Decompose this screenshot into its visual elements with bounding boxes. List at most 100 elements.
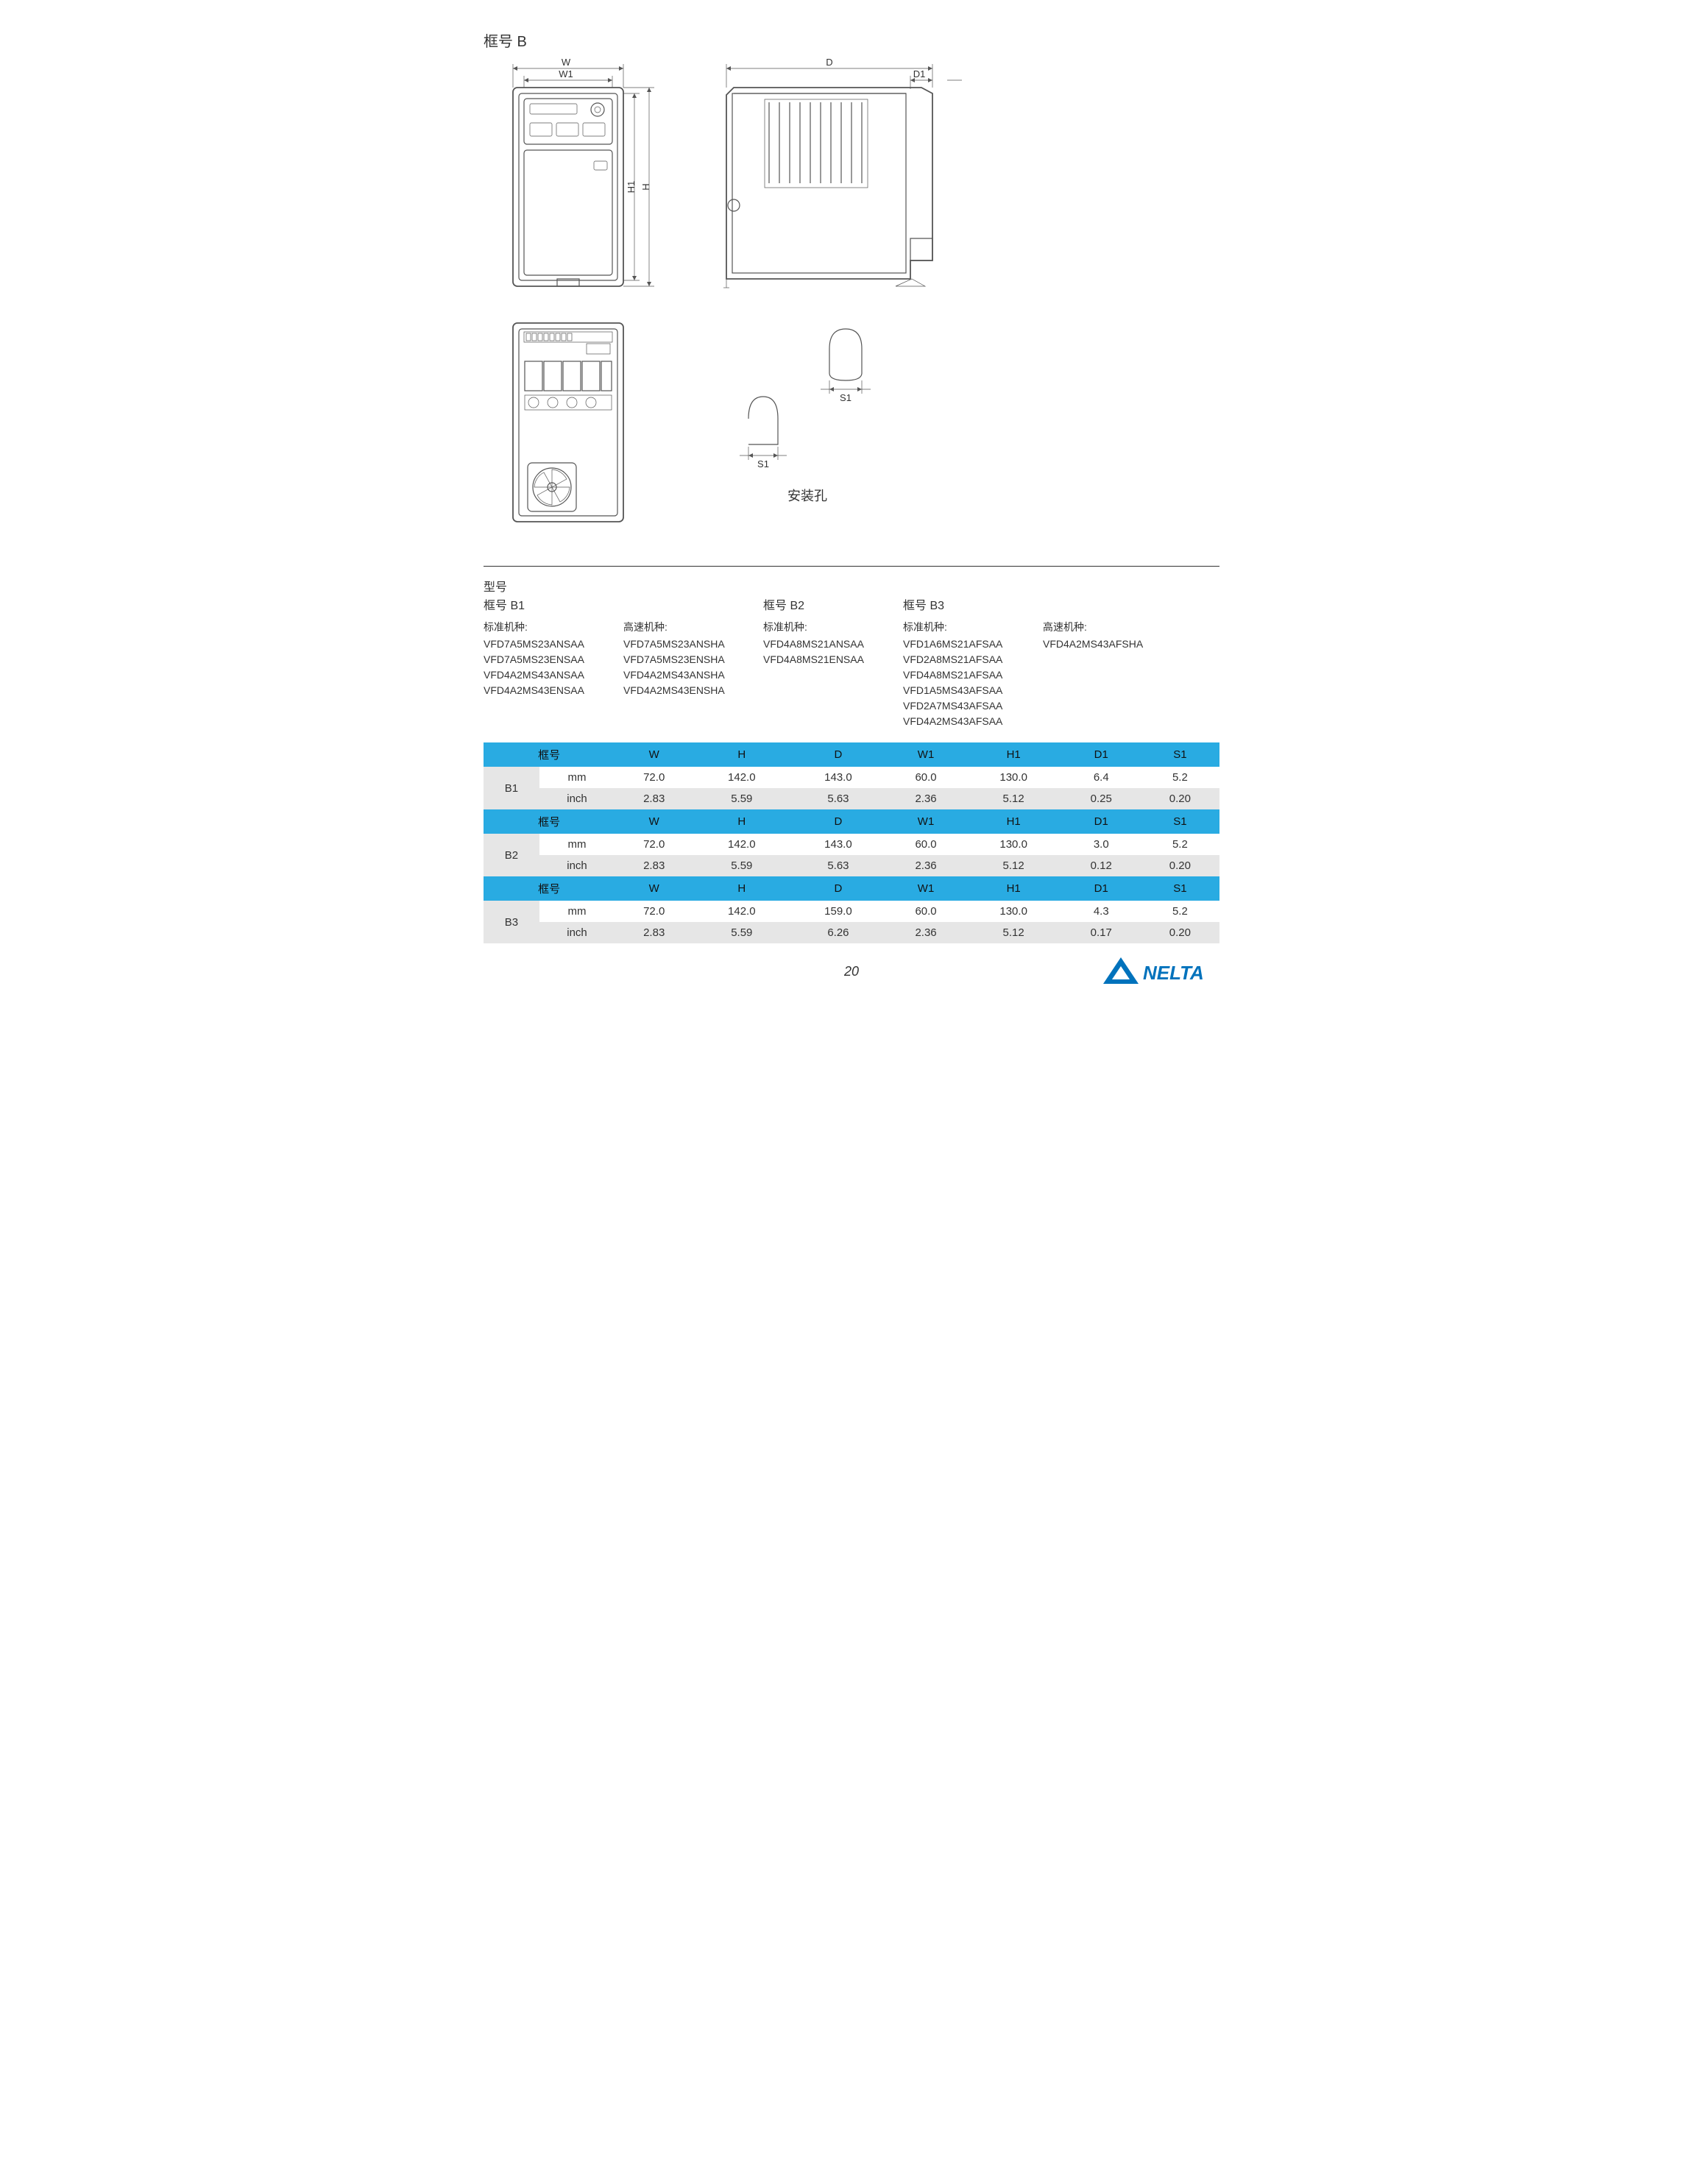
b1-std-3: VFD4A2MS43ENSAA bbox=[484, 683, 609, 698]
table-value-cell: 5.12 bbox=[966, 855, 1062, 876]
table-col-header: H bbox=[693, 809, 790, 834]
table-value-cell: 143.0 bbox=[790, 834, 886, 855]
table-col-header: D1 bbox=[1062, 742, 1141, 767]
table-value-cell: 5.63 bbox=[790, 788, 886, 809]
table-value-cell: 3.0 bbox=[1062, 834, 1141, 855]
table-value-cell: 60.0 bbox=[887, 834, 966, 855]
dim-w-label: W bbox=[562, 58, 571, 68]
table-unit-cell: inch bbox=[539, 855, 615, 876]
model-heading: 型号 bbox=[484, 577, 1219, 595]
table-value-cell: 5.59 bbox=[693, 788, 790, 809]
dim-d-label: D bbox=[826, 58, 832, 68]
table-frame-cell: B3 bbox=[484, 901, 539, 943]
dim-s1-b: S1 bbox=[840, 392, 852, 403]
table-value-cell: 2.83 bbox=[615, 855, 693, 876]
b3-std-0: VFD1A6MS21AFSAA bbox=[903, 637, 1028, 652]
b1-hs-2: VFD4A2MS43ANSHA bbox=[623, 667, 748, 683]
dim-s1-a: S1 bbox=[757, 458, 769, 469]
table-col-header: D1 bbox=[1062, 809, 1141, 834]
table-col-header: W1 bbox=[887, 809, 966, 834]
table-value-cell: 6.4 bbox=[1062, 767, 1141, 788]
b3-std-5: VFD4A2MS43AFSAA bbox=[903, 714, 1028, 729]
table-col-header: W bbox=[615, 742, 693, 767]
table-col-header: D bbox=[790, 809, 886, 834]
dim-h-label: H bbox=[640, 183, 651, 190]
model-section: 型号 框号 B1 标准机种: VFD7A5MS23ANSAA VFD7A5MS2… bbox=[484, 577, 1219, 729]
table-unit-cell: mm bbox=[539, 901, 615, 922]
b3-std-label: 标准机种: bbox=[903, 620, 1028, 635]
drawings-area: W W1 bbox=[484, 58, 1219, 536]
b2-std-1: VFD4A8MS21ENSAA bbox=[763, 652, 888, 667]
table-value-cell: 142.0 bbox=[693, 834, 790, 855]
table-col-header: D bbox=[790, 876, 886, 901]
table-col-header: D bbox=[790, 742, 886, 767]
table-col-header: W1 bbox=[887, 876, 966, 901]
mount-hole-label: 安装孔 bbox=[712, 486, 903, 505]
b1-hs-3: VFD4A2MS43ENSHA bbox=[623, 683, 748, 698]
table-value-cell: 142.0 bbox=[693, 767, 790, 788]
b3-hs-label: 高速机种: bbox=[1043, 620, 1168, 635]
table-frame-header: 框号 bbox=[484, 742, 615, 767]
table-value-cell: 142.0 bbox=[693, 901, 790, 922]
b1-hs-1: VFD7A5MS23ENSHA bbox=[623, 652, 748, 667]
table-col-header: W1 bbox=[887, 742, 966, 767]
table-value-cell: 2.83 bbox=[615, 922, 693, 943]
b1-hs-label: 高速机种: bbox=[623, 620, 748, 635]
table-unit-cell: inch bbox=[539, 788, 615, 809]
table-value-cell: 5.63 bbox=[790, 855, 886, 876]
page-title: 框号 B bbox=[484, 29, 1219, 51]
table-value-cell: 0.17 bbox=[1062, 922, 1141, 943]
table-value-cell: 130.0 bbox=[966, 767, 1062, 788]
table-value-cell: 6.26 bbox=[790, 922, 886, 943]
table-value-cell: 130.0 bbox=[966, 834, 1062, 855]
table-value-cell: 0.20 bbox=[1141, 922, 1219, 943]
frame-b2-label: 框号 B2 bbox=[763, 598, 888, 615]
table-col-header: H1 bbox=[966, 809, 1062, 834]
table-value-cell: 5.59 bbox=[693, 922, 790, 943]
table-value-cell: 5.12 bbox=[966, 788, 1062, 809]
b1-std-2: VFD4A2MS43ANSAA bbox=[484, 667, 609, 683]
table-value-cell: 72.0 bbox=[615, 767, 693, 788]
b2-std-label: 标准机种: bbox=[763, 620, 888, 635]
table-unit-cell: mm bbox=[539, 767, 615, 788]
table-value-cell: 2.36 bbox=[887, 922, 966, 943]
b1-std-1: VFD7A5MS23ENSAA bbox=[484, 652, 609, 667]
table-value-cell: 5.2 bbox=[1141, 834, 1219, 855]
side-view-drawing: D D1 bbox=[712, 58, 977, 294]
table-value-cell: 5.12 bbox=[966, 922, 1062, 943]
b1-std-0: VFD7A5MS23ANSAA bbox=[484, 637, 609, 652]
dim-h1-label: H1 bbox=[626, 181, 637, 194]
b1-std-label: 标准机种: bbox=[484, 620, 609, 635]
dimension-table: 框号WHDW1H1D1S1B1mm72.0142.0143.060.0130.0… bbox=[484, 742, 1219, 943]
table-value-cell: 130.0 bbox=[966, 901, 1062, 922]
b1-hs-0: VFD7A5MS23ANSHA bbox=[623, 637, 748, 652]
table-value-cell: 60.0 bbox=[887, 901, 966, 922]
table-col-header: H bbox=[693, 742, 790, 767]
table-frame-cell: B1 bbox=[484, 767, 539, 809]
table-value-cell: 0.12 bbox=[1062, 855, 1141, 876]
b3-std-1: VFD2A8MS21AFSAA bbox=[903, 652, 1028, 667]
table-col-header: D1 bbox=[1062, 876, 1141, 901]
table-value-cell: 2.36 bbox=[887, 788, 966, 809]
dim-d1-label: D1 bbox=[913, 68, 926, 79]
svg-text:NELTA: NELTA bbox=[1143, 962, 1204, 984]
table-col-header: H1 bbox=[966, 876, 1062, 901]
table-value-cell: 2.36 bbox=[887, 855, 966, 876]
delta-logo: NELTA bbox=[1102, 954, 1227, 987]
bottom-view-drawing bbox=[484, 316, 675, 536]
table-col-header: S1 bbox=[1141, 876, 1219, 901]
b3-hs-0: VFD4A2MS43AFSHA bbox=[1043, 637, 1168, 652]
table-col-header: W bbox=[615, 876, 693, 901]
table-unit-cell: mm bbox=[539, 834, 615, 855]
table-value-cell: 0.20 bbox=[1141, 855, 1219, 876]
table-value-cell: 5.59 bbox=[693, 855, 790, 876]
table-frame-cell: B2 bbox=[484, 834, 539, 876]
table-value-cell: 5.2 bbox=[1141, 767, 1219, 788]
table-col-header: H bbox=[693, 876, 790, 901]
table-value-cell: 4.3 bbox=[1062, 901, 1141, 922]
front-view-drawing: W W1 bbox=[484, 58, 675, 294]
table-frame-header: 框号 bbox=[484, 876, 615, 901]
table-value-cell: 72.0 bbox=[615, 901, 693, 922]
table-value-cell: 0.25 bbox=[1062, 788, 1141, 809]
table-value-cell: 0.20 bbox=[1141, 788, 1219, 809]
